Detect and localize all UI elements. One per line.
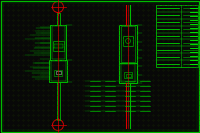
Bar [123, 36, 133, 46]
Bar [124, 72, 132, 78]
Bar [50, 61, 66, 80]
Bar [49, 59, 67, 82]
Bar [50, 24, 66, 59]
Bar [57, 13, 60, 24]
Bar [52, 26, 64, 59]
Bar [57, 82, 60, 119]
Bar [56, 71, 60, 74]
Bar [156, 5, 198, 67]
Bar [121, 64, 135, 82]
Bar [121, 26, 135, 62]
Bar [119, 25, 137, 63]
Bar [119, 63, 137, 83]
Bar [52, 41, 64, 51]
Bar [126, 74, 130, 76]
Bar [54, 70, 62, 76]
Bar [54, 43, 62, 47]
